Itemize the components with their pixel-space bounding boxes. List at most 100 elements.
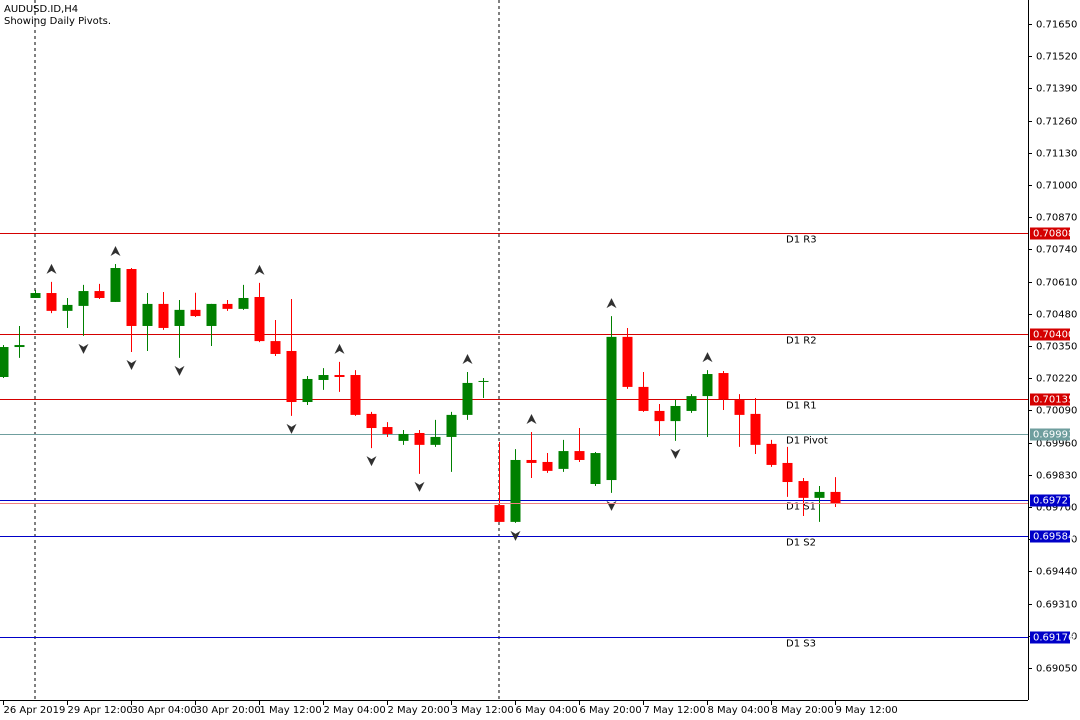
- candle-body: [78, 291, 89, 306]
- price-box-label: 0.70808: [1033, 229, 1074, 240]
- candle-body: [174, 309, 185, 326]
- price-box-label: 0.69176: [1033, 633, 1074, 644]
- fractal-up: [702, 352, 713, 363]
- candle-body: [158, 303, 169, 328]
- price-box-label: 0.69993: [1033, 430, 1074, 441]
- candle-body: [94, 291, 105, 298]
- pivot-name: D1 S1: [786, 502, 816, 513]
- candle-body: [782, 462, 793, 483]
- price-box-label: 0.69727: [1033, 496, 1074, 507]
- candle-body: [542, 461, 553, 471]
- candle-body: [350, 375, 361, 415]
- x-tick-label: 6 May 04:00: [516, 705, 578, 716]
- candle-body: [718, 373, 729, 400]
- candle-body: [14, 345, 25, 348]
- price-box-label: 0.70400: [1033, 330, 1074, 341]
- fractal-down: [174, 365, 185, 376]
- price-box-label: 0.70135: [1033, 395, 1074, 406]
- x-tick-label: 2 May 04:00: [324, 705, 386, 716]
- y-tick-label: 0.69050: [1036, 664, 1077, 675]
- fractal-up: [334, 343, 345, 354]
- fractal-up: [462, 354, 473, 365]
- fractal-up: [254, 264, 265, 275]
- x-tick-label: 7 May 12:00: [644, 705, 706, 716]
- x-tick-label: 29 Apr 12:00: [68, 705, 133, 716]
- pivot-name: D1 R3: [786, 235, 817, 246]
- candle-body: [366, 413, 377, 429]
- price-box: [1030, 494, 1070, 507]
- x-tick-label: 30 Apr 20:00: [196, 705, 261, 716]
- pivot-name: D1 Pivot: [786, 436, 828, 447]
- fractal-down: [414, 481, 425, 492]
- candle-body: [0, 347, 9, 377]
- x-tick-label: 6 May 20:00: [580, 705, 642, 716]
- x-tick-label: 8 May 20:00: [772, 705, 834, 716]
- fractal-down: [670, 448, 681, 459]
- candle-body: [734, 400, 745, 415]
- candle-body: [766, 443, 777, 465]
- y-tick-label: 0.70090: [1036, 406, 1077, 417]
- candle-body: [206, 303, 217, 326]
- candle-body: [190, 309, 201, 317]
- candle-body: [62, 304, 73, 311]
- candle-body: [430, 436, 441, 445]
- y-tick-label: 0.70480: [1036, 310, 1077, 321]
- candle-body: [670, 405, 681, 422]
- y-tick-label: 0.71130: [1036, 149, 1077, 160]
- candle-body: [462, 382, 473, 415]
- x-tick-label: 3 May 12:00: [452, 705, 514, 716]
- price-box: [1030, 428, 1070, 441]
- candle-body: [478, 380, 489, 382]
- candle-body: [318, 375, 329, 380]
- candle-body: [142, 303, 153, 326]
- x-tick-label: 2 May 20:00: [388, 705, 450, 716]
- candle-body: [254, 296, 265, 342]
- y-tick-label: 0.70870: [1036, 213, 1077, 224]
- candle-body: [334, 375, 345, 377]
- candle-body: [510, 459, 521, 522]
- pivot-name: D1 S3: [786, 639, 816, 650]
- y-tick-label: 0.69830: [1036, 471, 1077, 482]
- candle-body: [590, 453, 601, 485]
- candle-body: [686, 396, 697, 411]
- price-box: [1030, 631, 1070, 644]
- candle-body: [814, 491, 825, 498]
- y-tick-label: 0.71260: [1036, 117, 1077, 128]
- candle-body: [798, 481, 809, 498]
- candle-body: [654, 410, 665, 422]
- candle-body: [398, 433, 409, 441]
- price-box-label: 0.69584: [1033, 532, 1074, 543]
- candle-body: [414, 432, 425, 445]
- candle-body: [622, 336, 633, 387]
- price-box: [1030, 328, 1070, 341]
- fractal-down: [126, 359, 137, 370]
- chart-subtitle: Showing Daily Pivots.: [4, 16, 111, 27]
- y-tick-label: 0.69310: [1036, 600, 1077, 611]
- fractal-down: [78, 343, 89, 354]
- y-tick-label: 0.71000: [1036, 181, 1077, 192]
- candle-body: [222, 303, 233, 309]
- y-tick-label: 0.70610: [1036, 278, 1077, 289]
- y-tick-label: 0.69700: [1036, 503, 1077, 514]
- candle-body: [110, 268, 121, 302]
- y-tick-label: 0.71650: [1036, 20, 1077, 31]
- candle-body: [446, 414, 457, 437]
- candle-body: [302, 378, 313, 403]
- x-tick-label: 1 May 12:00: [260, 705, 322, 716]
- y-tick-label: 0.69440: [1036, 567, 1077, 578]
- x-tick-label: 26 Apr 2019: [4, 705, 66, 716]
- pivot-name: D1 S2: [786, 538, 816, 549]
- y-tick-label: 0.70740: [1036, 245, 1077, 256]
- fractal-down: [286, 423, 297, 434]
- price-box: [1030, 393, 1070, 406]
- candle-body: [270, 341, 281, 354]
- y-tick-label: 0.69960: [1036, 439, 1077, 450]
- fractal-up: [526, 413, 537, 424]
- price-box: [1030, 227, 1070, 240]
- fractal-up: [606, 298, 617, 309]
- x-tick-label: 9 May 12:00: [836, 705, 898, 716]
- candle-body: [558, 451, 569, 469]
